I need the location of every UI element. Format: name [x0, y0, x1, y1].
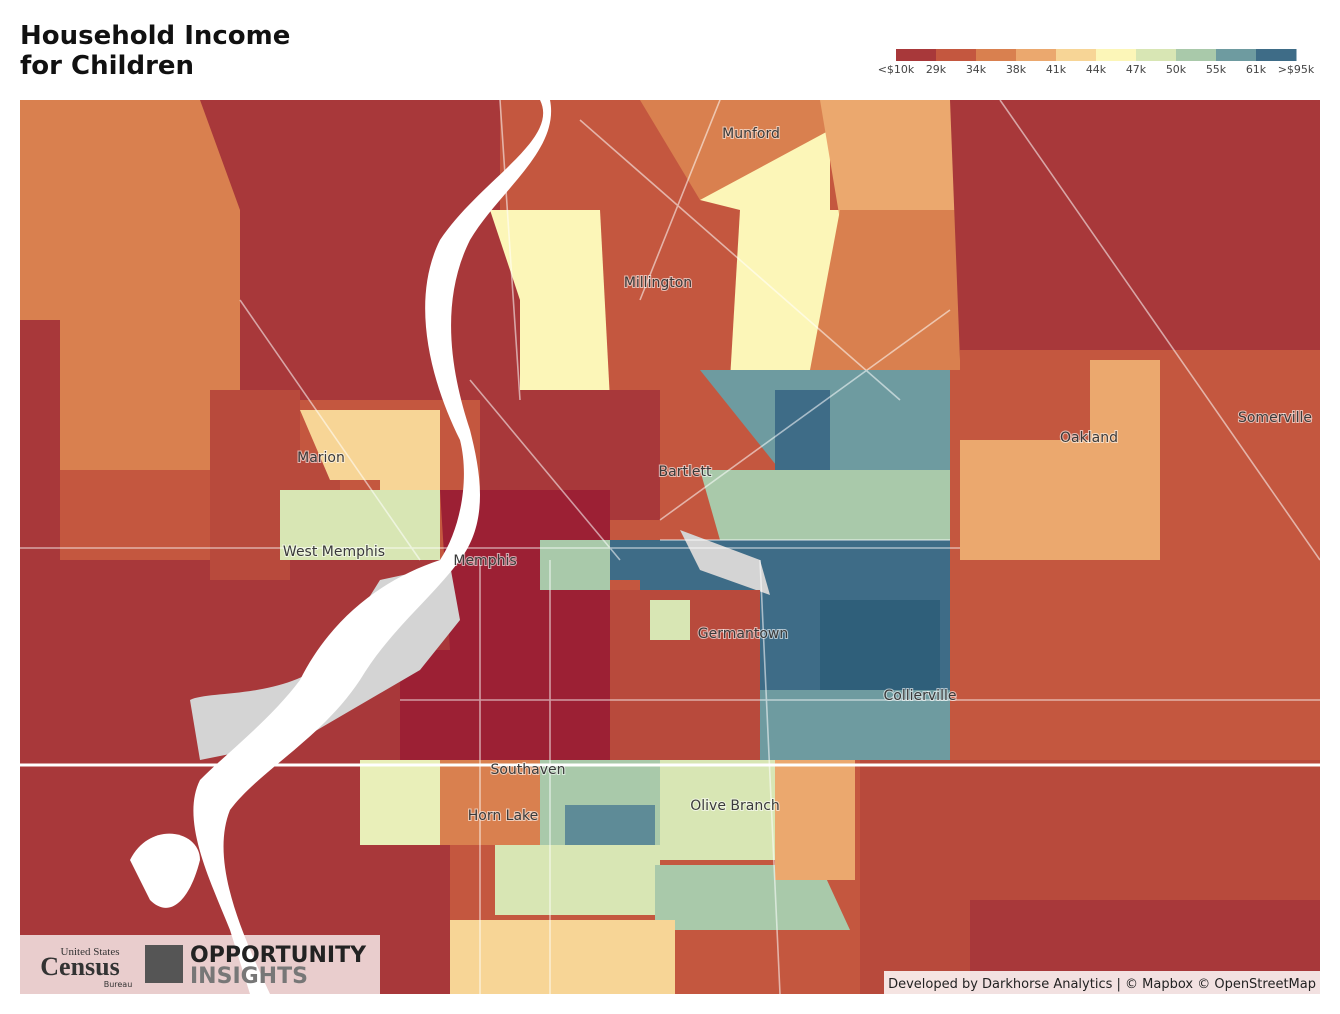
legend-label: 44k	[1086, 63, 1107, 76]
legend-swatch	[1256, 49, 1297, 61]
legend-swatch	[1016, 49, 1057, 61]
place-label: Horn Lake	[468, 808, 539, 824]
legend-label: <$10k	[878, 63, 915, 76]
place-label: Oakland	[1060, 430, 1118, 446]
legend-label: 38k	[1006, 63, 1027, 76]
place-label: Southaven	[490, 762, 565, 778]
logo-icon	[145, 945, 183, 983]
place-label: Millington	[624, 275, 692, 291]
legend-label: 61k	[1246, 63, 1267, 76]
legend-swatch	[1136, 49, 1177, 61]
legend-label: 47k	[1126, 63, 1147, 76]
legend-label: 34k	[966, 63, 987, 76]
legend-swatch	[896, 49, 937, 61]
place-label: Bartlett	[659, 464, 712, 480]
legend-label: 50k	[1166, 63, 1187, 76]
place-label: Munford	[722, 126, 780, 142]
title: Household Income	[20, 21, 290, 51]
logo-text: Census	[40, 952, 119, 981]
legend-swatch	[1056, 49, 1097, 61]
map: United States Census Bureau OPPORTUNITY …	[20, 100, 1320, 994]
place-label: Germantown	[698, 626, 788, 642]
place-label: Marion	[297, 450, 345, 466]
title: for Children	[20, 51, 194, 81]
place-label: Collierville	[884, 688, 957, 704]
place-label: Olive Branch	[690, 798, 780, 814]
place-label: Memphis	[453, 553, 516, 569]
place-label: Somerville	[1238, 410, 1312, 426]
legend-label: >$95k	[1278, 63, 1315, 76]
legend-swatch	[1096, 49, 1137, 61]
legend-label: 29k	[926, 63, 947, 76]
logo-text: OPPORTUNITY	[190, 943, 367, 968]
logo-text: United States	[61, 946, 120, 958]
logo-text: INSIGHTS	[190, 964, 308, 989]
logo-text: Bureau	[104, 980, 133, 989]
place-label: West Memphis	[283, 544, 385, 560]
legend-label: 41k	[1046, 63, 1067, 76]
legend-label: 55k	[1206, 63, 1227, 76]
place-labels: Munford Millington Marion Bartlett West Memp…	[282, 125, 1313, 825]
legend-swatch	[1176, 49, 1217, 61]
legend-swatch	[936, 49, 977, 61]
attribution: Developed by Darkhorse Analytics | © Map…	[888, 977, 1316, 992]
legend: <$10k 29k 34k 38k 41k 44k 47k 50k 55k 61k >$95k	[878, 49, 1315, 76]
legend-swatch	[976, 49, 1017, 61]
legend-swatch	[1216, 49, 1257, 61]
